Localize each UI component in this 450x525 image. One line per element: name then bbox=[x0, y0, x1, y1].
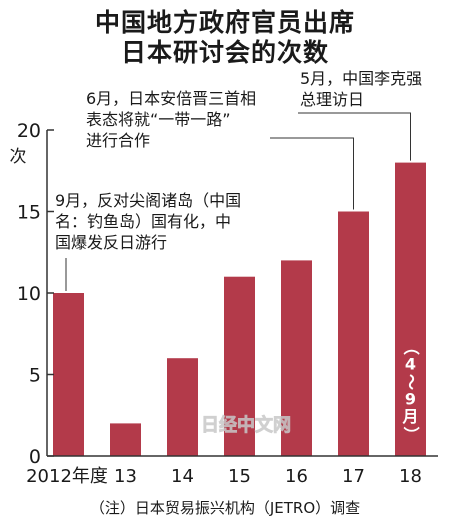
bar bbox=[110, 423, 141, 456]
annotation-text: 进行合作 bbox=[86, 131, 150, 150]
bar-inner-label-char: 9 bbox=[405, 390, 416, 409]
annotation-text: 6月，日本安倍晋三首相 bbox=[86, 89, 256, 108]
bar bbox=[338, 211, 369, 456]
x-tick-label: 2012年度 bbox=[26, 466, 108, 487]
annotation-text: 9月，反对尖阁诸岛（中国 bbox=[55, 191, 241, 210]
chart-title-line-2: 日本研讨会的次数 bbox=[120, 38, 329, 67]
annotation-text: 名：钓鱼岛）国有化，中 bbox=[55, 212, 231, 231]
annotation-leader bbox=[298, 112, 411, 161]
bar bbox=[281, 260, 312, 456]
bar-inner-label-char: （ bbox=[402, 339, 421, 355]
bar-inner-label-char: 月 bbox=[401, 407, 418, 426]
x-tick-label: 17 bbox=[342, 466, 365, 487]
annotation-text: 国爆发反日游行 bbox=[55, 233, 167, 252]
y-tick-label: 10 bbox=[17, 283, 41, 305]
bar-inner-label-char: 4 bbox=[405, 355, 416, 374]
x-tick-label: 13 bbox=[114, 466, 137, 487]
bar-inner-label-char: ～ bbox=[402, 374, 421, 390]
watermark: 日经中文网 bbox=[201, 414, 291, 436]
annotation-text: 表态将就“一带一路” bbox=[86, 110, 231, 129]
y-tick-label: 5 bbox=[29, 365, 41, 387]
annotation-leader bbox=[270, 137, 354, 210]
footnote: （注）日本贸易振兴机构（JETRO）调查 bbox=[89, 499, 361, 517]
y-axis-label: 次 bbox=[10, 147, 27, 167]
bar-inner-label-char: ） bbox=[402, 426, 421, 442]
bar bbox=[224, 276, 255, 456]
y-tick-label: 0 bbox=[29, 446, 41, 468]
x-tick-label: 15 bbox=[228, 466, 251, 487]
y-tick-label: 20 bbox=[17, 120, 41, 142]
x-tick-label: 14 bbox=[171, 466, 194, 487]
annotation-text: 5月，中国李克强 bbox=[300, 69, 422, 88]
bar bbox=[53, 293, 84, 456]
y-tick-label: 15 bbox=[17, 202, 41, 224]
bar bbox=[167, 358, 198, 456]
x-tick-label: 16 bbox=[285, 466, 308, 487]
chart-title-line-1: 中国地方政府官员出席 bbox=[94, 8, 355, 37]
x-tick-label: 18 bbox=[399, 466, 422, 487]
annotation-text: 总理访日 bbox=[300, 90, 364, 109]
bar bbox=[395, 162, 426, 456]
